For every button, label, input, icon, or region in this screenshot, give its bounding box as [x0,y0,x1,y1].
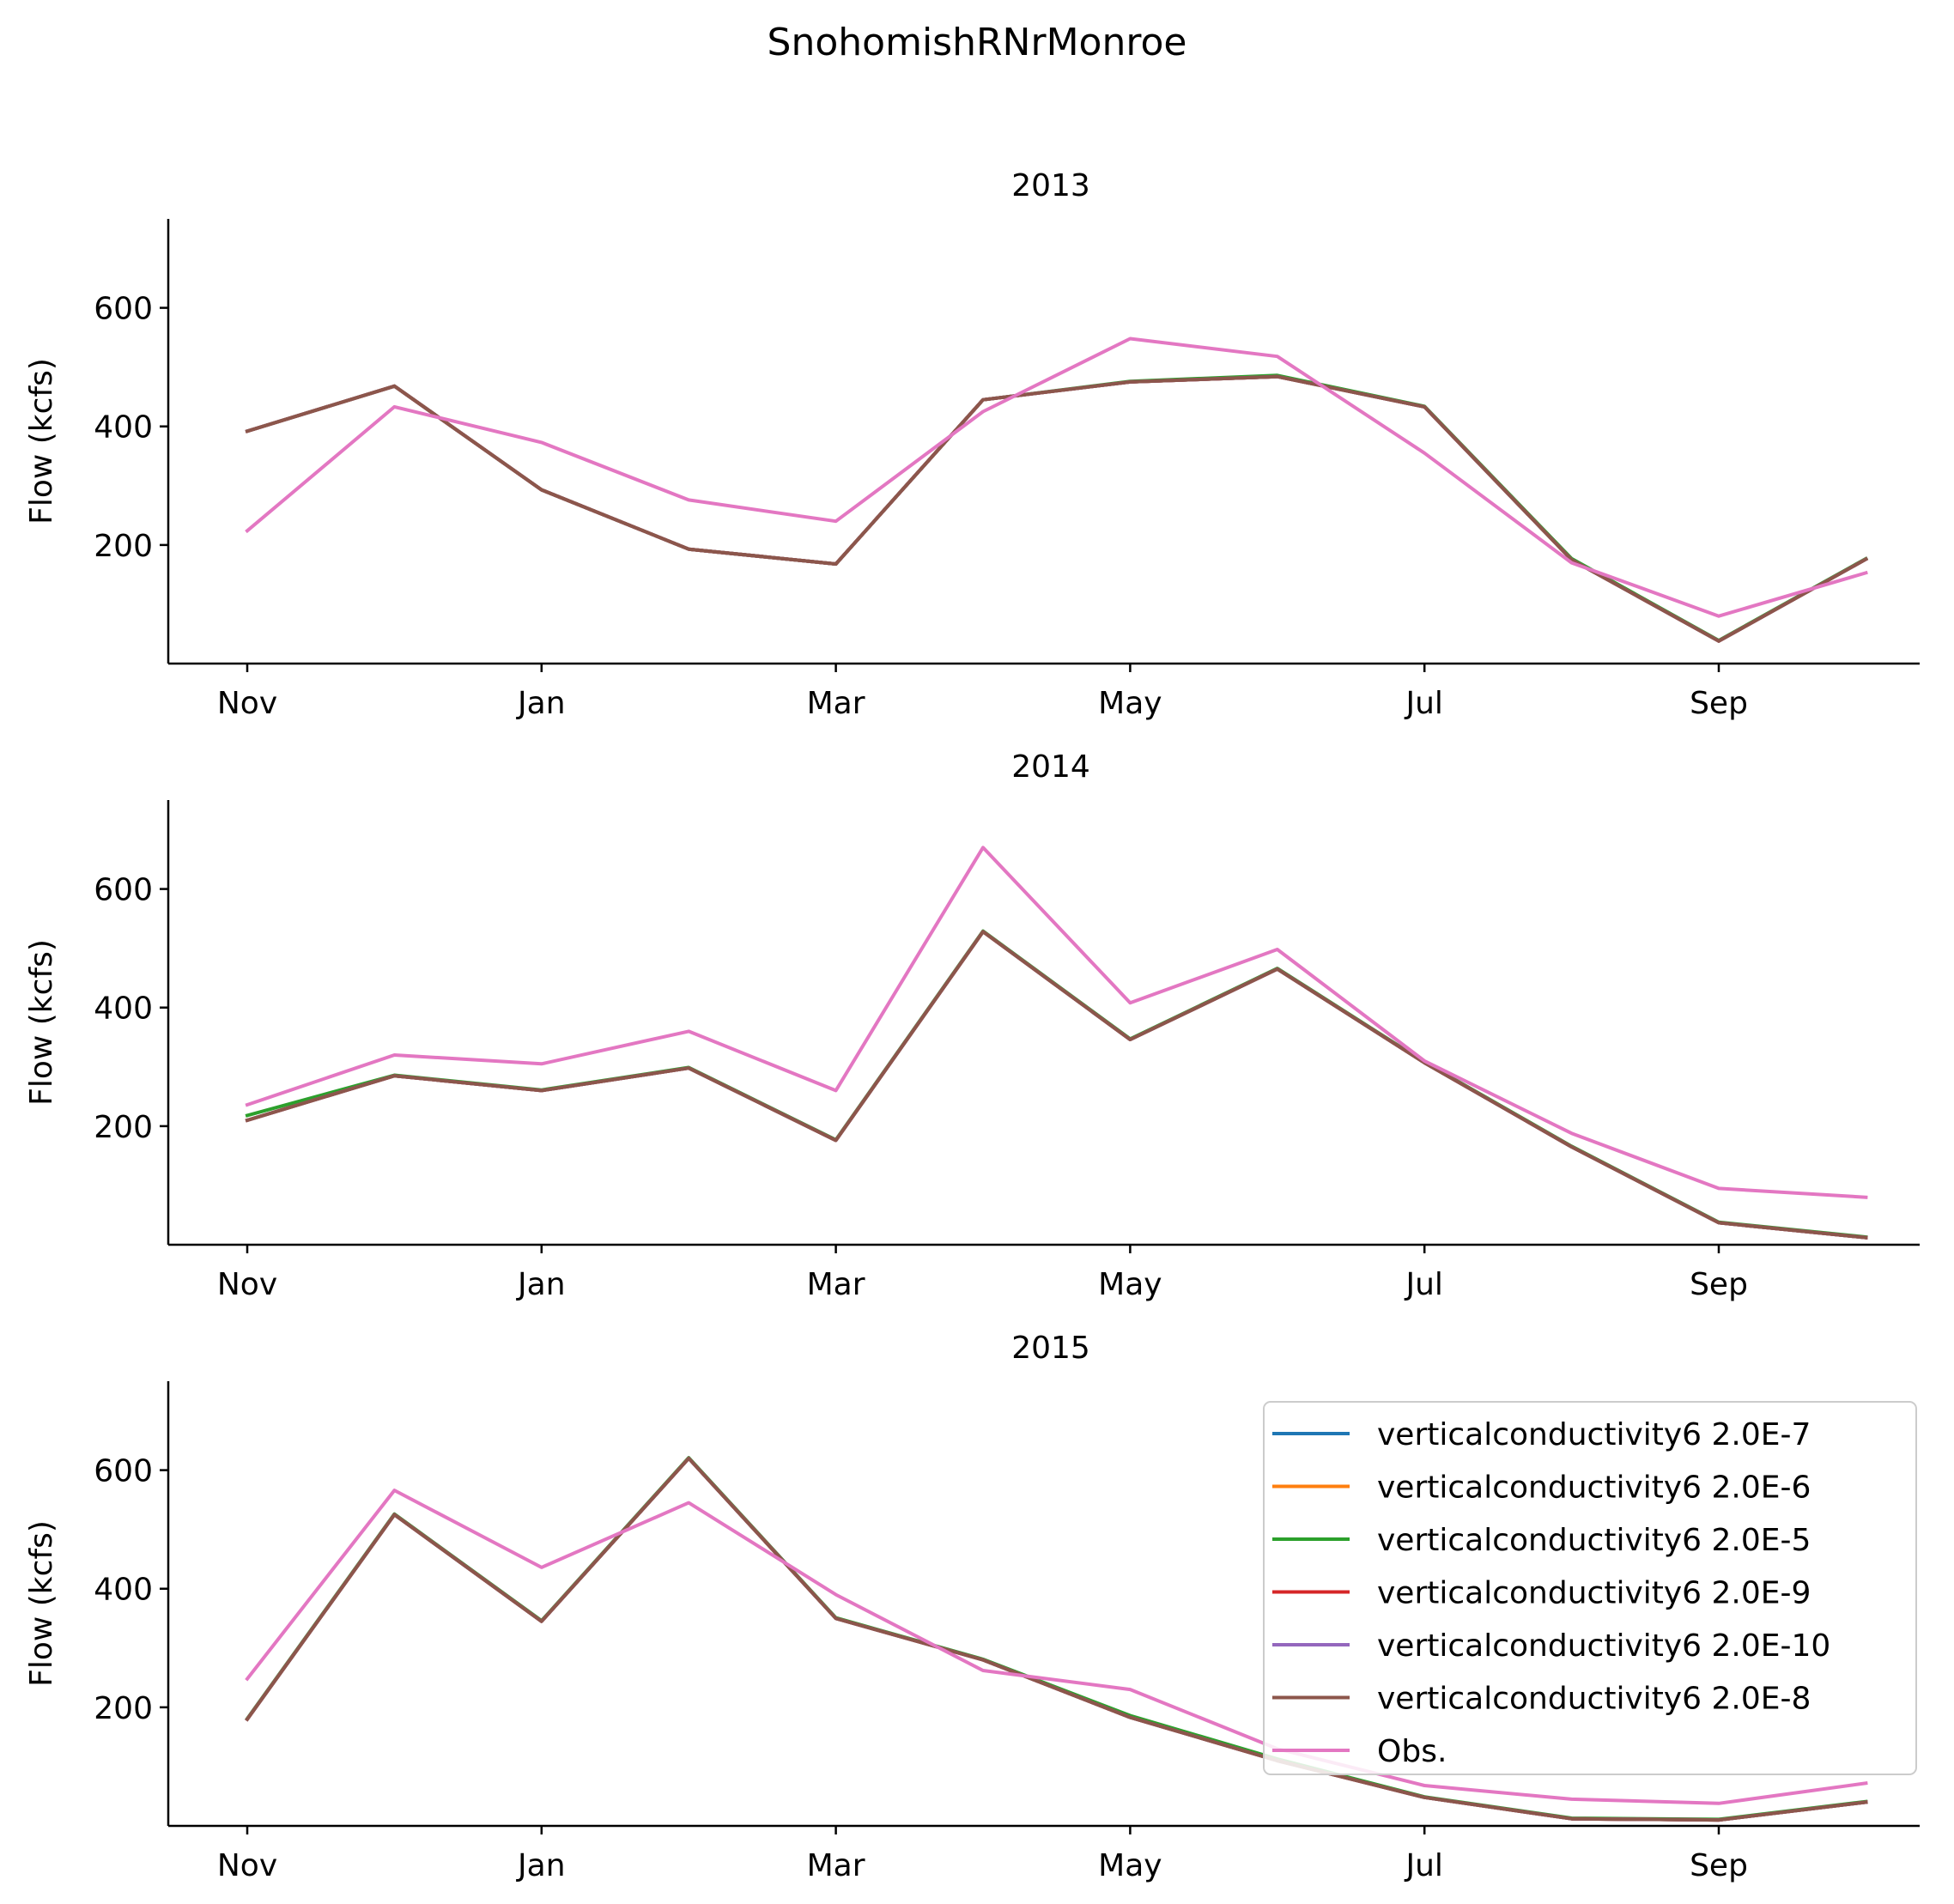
legend-label: verticalconductivity6 2.0E-7 [1377,1417,1811,1452]
legend-label: verticalconductivity6 2.0E-9 [1377,1576,1811,1611]
series-line-5 [245,930,1868,1240]
panel-2015: 2015 Flow (kcfs) 200 400 600 Nov Jan Mar May Ju… [24,1331,1920,1883]
x-tick-label: Mar [807,1848,865,1883]
legend-label: verticalconductivity6 2.0E-5 [1377,1523,1811,1558]
x-tick-label: Nov [217,1848,277,1883]
x-tick-label: May [1098,686,1162,721]
legend-label: Obs. [1377,1734,1447,1769]
y-tick-label: 200 [94,1110,153,1145]
legend: verticalconductivity6 2.0E-7 verticalcond… [1263,1401,1917,1775]
legend-item: verticalconductivity6 2.0E-7 [1272,1417,1811,1452]
legend-item: verticalconductivity6 2.0E-8 [1272,1682,1811,1717]
panel-2014: 2014 Flow (kcfs) 200 400 600 Nov Jan Mar May Ju… [24,749,1920,1302]
y-tick-label: 400 [94,1573,153,1608]
panel-2013: 2013 Flow (kcfs) 200 400 600 Nov Jan Mar May Ju… [24,168,1920,721]
x-tick-label: Nov [217,686,277,721]
y-tick-label: 600 [94,1454,153,1489]
legend-item: verticalconductivity6 2.0E-5 [1272,1523,1811,1558]
panel-title: 2013 [1011,168,1090,203]
panel-title: 2015 [1011,1331,1090,1366]
figure-title: SnohomishRNrMonroe [768,21,1187,64]
y-tick-label: 600 [94,292,153,327]
x-tick-label: Jul [1404,1267,1442,1302]
legend-item: Obs. [1272,1734,1447,1769]
y-axis-label: Flow (kcfs) [24,939,59,1106]
series-line-6 [245,1489,1868,1805]
x-tick-label: Jan [516,1267,566,1302]
x-tick-label: May [1098,1267,1162,1302]
legend-label: verticalconductivity6 2.0E-8 [1377,1682,1811,1717]
y-axis-label: Flow (kcfs) [24,358,59,525]
x-tick-label: Nov [217,1267,277,1302]
x-tick-label: Jul [1404,686,1442,721]
x-tick-label: Jan [516,686,566,721]
y-axis-label: Flow (kcfs) [24,1520,59,1687]
x-tick-label: May [1098,1848,1162,1883]
x-tick-label: Mar [807,1267,865,1302]
x-tick-label: Jan [516,1848,566,1883]
series-line-6 [245,846,1868,1199]
y-tick-label: 400 [94,991,153,1027]
legend-label: verticalconductivity6 2.0E-6 [1377,1470,1811,1506]
x-tick-label: Sep [1690,686,1748,721]
series-line-6 [245,337,1868,618]
y-tick-label: 200 [94,529,153,564]
x-tick-label: Jul [1404,1848,1442,1883]
legend-item: verticalconductivity6 2.0E-6 [1272,1470,1811,1506]
legend-frame [1263,1401,1917,1775]
x-tick-label: Sep [1690,1267,1748,1302]
legend-label: verticalconductivity6 2.0E-10 [1377,1628,1830,1664]
panel-title: 2014 [1011,749,1090,785]
y-tick-label: 200 [94,1691,153,1726]
legend-item: verticalconductivity6 2.0E-10 [1272,1628,1830,1664]
y-tick-label: 400 [94,410,153,446]
legend-item: verticalconductivity6 2.0E-9 [1272,1576,1811,1611]
x-tick-label: Sep [1690,1848,1748,1883]
series-line-5 [245,1456,1868,1822]
y-tick-label: 600 [94,873,153,908]
x-tick-label: Mar [807,686,865,721]
